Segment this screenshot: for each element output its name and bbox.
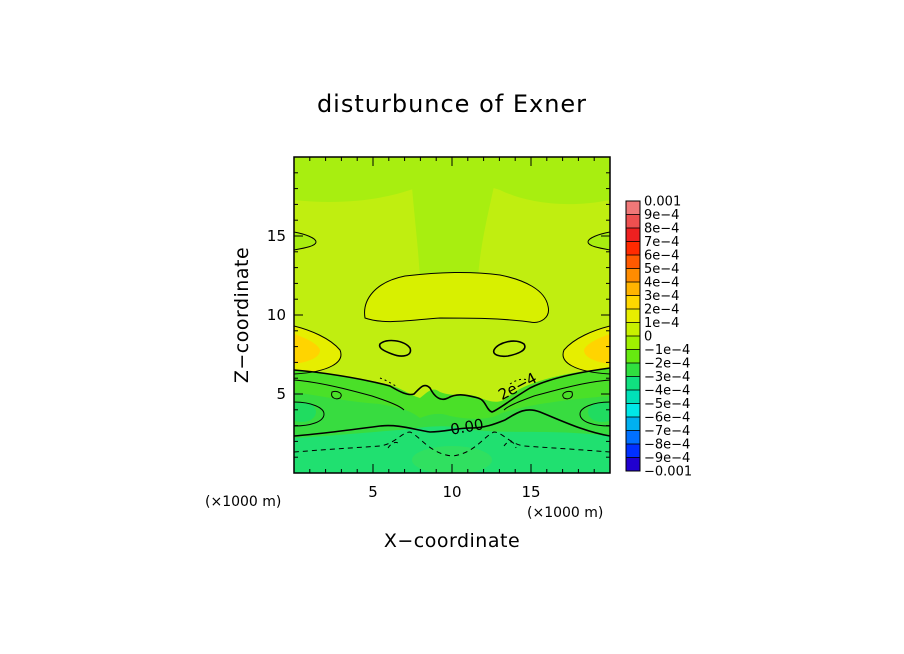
y-tick-label-2: 15	[267, 227, 286, 245]
field-left-orange	[294, 334, 320, 364]
colorbar-swatch-15	[626, 403, 640, 418]
contour-neg-dashed-inner	[387, 441, 401, 449]
colorbar-swatch-11	[626, 349, 640, 364]
contour-zero	[294, 409, 610, 437]
colorbar-swatch-12	[626, 363, 640, 377]
contour-inner-left	[294, 379, 405, 411]
colorbar-label-16: −6e−4	[644, 411, 690, 426]
colorbar-label-19: −9e−4	[644, 451, 690, 466]
colorbar-label-15: −5e−4	[644, 397, 690, 412]
contour-2e-4	[294, 367, 610, 413]
colorbar-label-12: −2e−4	[644, 357, 690, 372]
y-tick-label-1: 10	[267, 306, 286, 324]
colorbar-label-5: 5e−4	[644, 262, 679, 277]
colorbar-swatch-18	[626, 444, 640, 458]
colorbar-label-18: −8e−4	[644, 438, 690, 453]
colorbar-swatch-10	[626, 336, 640, 350]
x-axis-label: X−coordinate	[384, 530, 520, 552]
colorbar-swatch-3	[626, 241, 640, 256]
x-tick-label-1: 10	[442, 483, 461, 501]
colorbar-swatch-4	[626, 255, 640, 269]
contour-field	[294, 157, 610, 473]
colorbar-label-1: 9e−4	[644, 208, 679, 223]
colorbar-label-11: −1e−4	[644, 343, 690, 358]
field-upper-bulge	[364, 272, 549, 323]
colorbar-label-20: −0.001	[644, 465, 692, 480]
field-deeper-green	[294, 392, 610, 440]
colorbar-label-9: 1e−4	[644, 316, 679, 331]
contour-zero-ring-left	[294, 401, 325, 427]
contour-right-bump	[587, 231, 610, 251]
colorbar-label-0: 0.001	[644, 195, 681, 210]
colorbar-swatch-7	[626, 295, 640, 310]
contour-right-blob	[562, 325, 610, 375]
y-axis-label: Z−coordinate	[231, 247, 253, 383]
colorbar-label-8: 2e−4	[644, 303, 679, 318]
contour-left-loop	[378, 339, 412, 357]
colorbar-label-3: 7e−4	[644, 235, 679, 250]
colorbar-swatch-9	[626, 322, 640, 337]
colorbar-swatch-0	[626, 201, 640, 215]
contour-side-left	[331, 391, 342, 400]
colorbar-label-13: −3e−4	[644, 370, 690, 385]
colorbar-swatch-2	[626, 228, 640, 242]
colorbar-swatch-16	[626, 417, 640, 431]
colorbar-label-17: −7e−4	[644, 424, 690, 439]
colorbar-swatch-1	[626, 214, 640, 229]
colorbar-label-7: 3e−4	[644, 289, 679, 304]
field-right-orange	[584, 334, 610, 364]
axis-ticks	[294, 157, 610, 473]
contour-small-dots-right	[509, 378, 529, 385]
colorbar-swatch-13	[626, 376, 640, 391]
colorbar-label-10: 0	[644, 330, 652, 345]
contour-inner-right	[503, 379, 610, 411]
colorbar-swatch-6	[626, 282, 640, 296]
field-right-min	[588, 402, 610, 422]
contour-upper-bulge	[364, 271, 549, 323]
contour-label-1: 0.00	[449, 415, 485, 439]
y-unit-label: (×1000 m)	[205, 494, 281, 510]
contour-left-blob	[294, 325, 342, 375]
contour-lines	[294, 231, 610, 457]
axis-tick-labels: 5 10 15 5 10 15	[267, 227, 541, 501]
colorbar-swatch-17	[626, 430, 640, 445]
field-top-band	[294, 157, 610, 205]
contour-neg-dashed	[294, 431, 610, 457]
field-left-min	[294, 402, 316, 422]
colorbar-swatch-19	[626, 457, 640, 472]
field-bottom-center	[412, 446, 492, 473]
contour-right-loop	[492, 340, 526, 358]
contour-zero-ring-right	[579, 401, 610, 427]
colorbar-swatch-5	[626, 268, 640, 283]
colorbar-swatch-14	[626, 390, 640, 404]
contour-neg-dashed-inner-2	[503, 441, 517, 449]
colorbar-label-14: −4e−4	[644, 384, 690, 399]
colorbar-label-4: 6e−4	[644, 249, 679, 264]
x-tick-label-0: 5	[368, 483, 378, 501]
colorbar-label-6: 4e−4	[644, 276, 679, 291]
colorbar-label-2: 8e−4	[644, 222, 679, 237]
contour-side-right	[562, 391, 573, 400]
contour-left-bump	[294, 231, 317, 251]
chart-title: disturbunce of Exner	[317, 90, 587, 118]
contour-small-dots-left	[379, 377, 397, 387]
colorbar-swatch-8	[626, 309, 640, 323]
x-unit-label: (×1000 m)	[527, 505, 603, 521]
x-tick-label-2: 15	[521, 483, 540, 501]
colorbar: 0.0019e−48e−47e−46e−45e−44e−43e−42e−41e−…	[625, 195, 692, 480]
y-tick-label-0: 5	[276, 385, 286, 403]
field-center-column	[410, 157, 500, 284]
